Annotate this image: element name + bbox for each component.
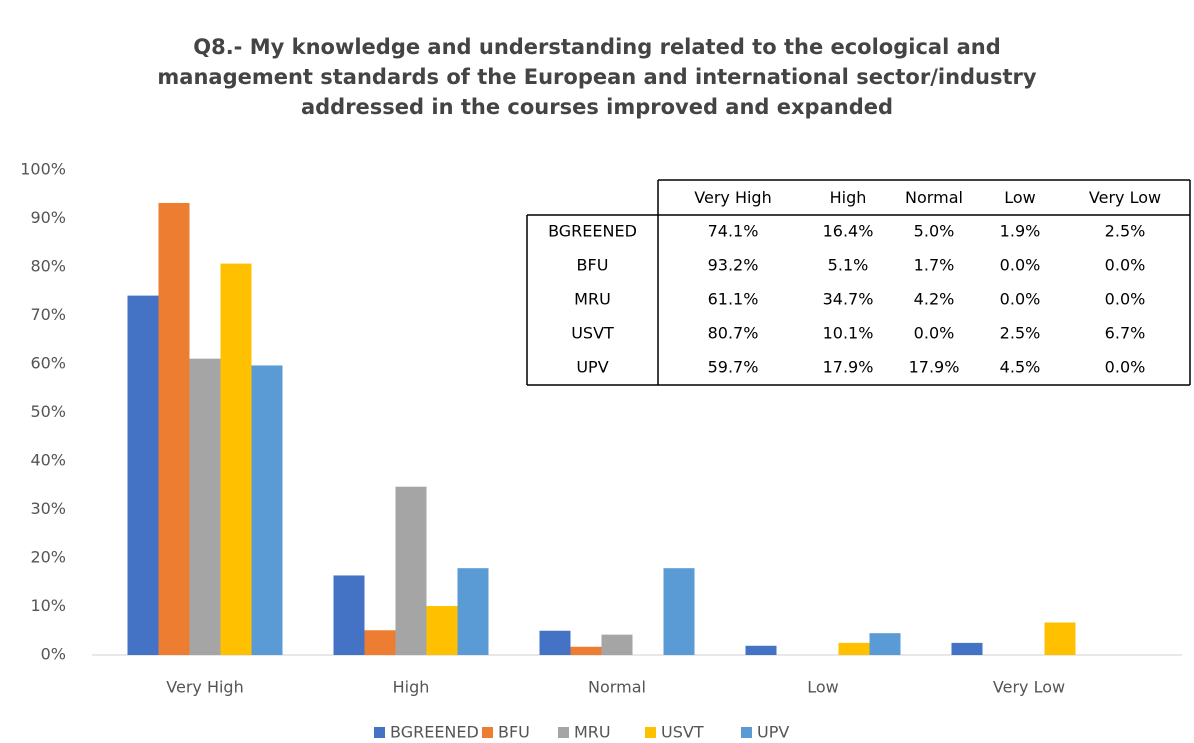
chart-title: addressed in the courses improved and ex… bbox=[301, 95, 893, 119]
bar bbox=[539, 630, 571, 655]
bar bbox=[457, 568, 489, 655]
legend-swatch bbox=[645, 727, 656, 738]
bar bbox=[951, 642, 983, 655]
table-cell: 34.7% bbox=[823, 290, 874, 309]
y-tick-label: 70% bbox=[30, 305, 66, 324]
legend-label: BFU bbox=[498, 723, 530, 742]
legend-swatch bbox=[482, 727, 493, 738]
bar bbox=[395, 486, 427, 655]
legend-label: UPV bbox=[757, 723, 789, 742]
y-tick-label: 90% bbox=[30, 208, 66, 227]
y-tick-label: 60% bbox=[30, 354, 66, 373]
bar bbox=[333, 575, 365, 655]
table-row-label: UPV bbox=[576, 358, 608, 377]
legend-swatch bbox=[741, 727, 752, 738]
bar bbox=[364, 630, 396, 655]
table-header: Very High bbox=[694, 188, 771, 207]
table-row-label: BFU bbox=[577, 256, 609, 275]
y-tick-label: 30% bbox=[30, 499, 66, 518]
y-tick-label: 80% bbox=[30, 257, 66, 276]
bar bbox=[601, 634, 633, 655]
table-cell: 17.9% bbox=[909, 358, 960, 377]
table-cell: 61.1% bbox=[708, 290, 759, 309]
table-header: High bbox=[830, 188, 867, 207]
table-cell: 80.7% bbox=[708, 324, 759, 343]
y-tick-label: 0% bbox=[41, 645, 66, 664]
x-tick-label: Very Low bbox=[993, 678, 1065, 697]
table-cell: 10.1% bbox=[823, 324, 874, 343]
bar bbox=[189, 358, 221, 655]
table-cell: 2.5% bbox=[1000, 324, 1041, 343]
legend-label: MRU bbox=[574, 723, 611, 742]
table-cell: 0.0% bbox=[914, 324, 955, 343]
table-cell: 4.5% bbox=[1000, 358, 1041, 377]
bar bbox=[426, 606, 458, 655]
legend-label: BGREENED bbox=[390, 723, 479, 742]
bar bbox=[869, 633, 901, 655]
table-cell: 93.2% bbox=[708, 256, 759, 275]
table-cell: 74.1% bbox=[708, 222, 759, 241]
x-tick-label: Low bbox=[807, 678, 839, 697]
x-tick-label: Normal bbox=[588, 678, 646, 697]
bar bbox=[745, 645, 777, 655]
bar bbox=[158, 202, 190, 656]
table-cell: 0.0% bbox=[1000, 290, 1041, 309]
bar bbox=[663, 568, 695, 655]
table-cell: 0.0% bbox=[1105, 256, 1146, 275]
table-cell: 2.5% bbox=[1105, 222, 1146, 241]
y-tick-label: 10% bbox=[30, 596, 66, 615]
table-cell: 5.1% bbox=[828, 256, 869, 275]
table-row-label: BGREENED bbox=[548, 222, 637, 241]
table-row-label: MRU bbox=[574, 290, 611, 309]
bar bbox=[838, 642, 870, 655]
bar bbox=[570, 646, 602, 655]
table-cell: 59.7% bbox=[708, 358, 759, 377]
legend-swatch bbox=[374, 727, 385, 738]
bar bbox=[1044, 622, 1076, 655]
x-tick-label: Very High bbox=[166, 678, 243, 697]
table-header: Very Low bbox=[1089, 188, 1161, 207]
table-cell: 17.9% bbox=[823, 358, 874, 377]
table-cell: 1.9% bbox=[1000, 222, 1041, 241]
table-cell: 1.7% bbox=[914, 256, 955, 275]
table-row-label: USVT bbox=[571, 324, 614, 343]
x-tick-label: High bbox=[393, 678, 430, 697]
table-cell: 16.4% bbox=[823, 222, 874, 241]
table-header: Low bbox=[1004, 188, 1036, 207]
legend-swatch bbox=[558, 727, 569, 738]
chart-title: management standards of the European and… bbox=[157, 65, 1037, 89]
table-cell: 4.2% bbox=[914, 290, 955, 309]
table-cell: 5.0% bbox=[914, 222, 955, 241]
y-tick-label: 20% bbox=[30, 548, 66, 567]
bar bbox=[220, 263, 252, 655]
table-cell: 0.0% bbox=[1105, 290, 1146, 309]
table-cell: 6.7% bbox=[1105, 324, 1146, 343]
bar bbox=[127, 295, 159, 655]
y-tick-label: 50% bbox=[30, 402, 66, 421]
table-header: Normal bbox=[905, 188, 963, 207]
table-cell: 0.0% bbox=[1000, 256, 1041, 275]
y-tick-label: 100% bbox=[20, 160, 66, 179]
bar bbox=[251, 365, 283, 655]
legend-label: USVT bbox=[661, 723, 704, 742]
chart-title: Q8.- My knowledge and understanding rela… bbox=[193, 35, 1001, 59]
y-tick-label: 40% bbox=[30, 451, 66, 470]
table-cell: 0.0% bbox=[1105, 358, 1146, 377]
